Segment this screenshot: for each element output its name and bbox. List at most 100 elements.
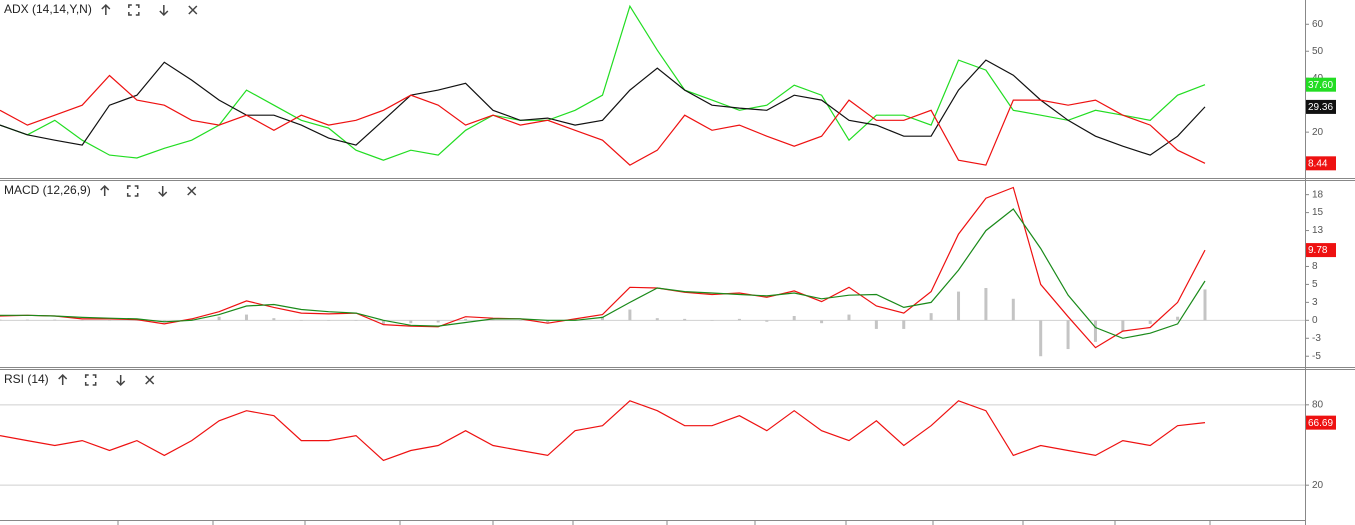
expand-icon[interactable] xyxy=(84,374,97,386)
histogram-bar xyxy=(80,320,84,321)
panel-title: MACD (12,26,9) xyxy=(4,183,91,197)
histogram-bar xyxy=(902,320,906,329)
y-tick-label: -5 xyxy=(1312,351,1321,362)
histogram-bar xyxy=(327,320,331,321)
histogram-bar xyxy=(1066,320,1070,350)
histogram-bar xyxy=(53,319,57,321)
y-tick-label: 50 xyxy=(1312,46,1324,57)
histogram-bar xyxy=(710,320,714,321)
histogram-bar xyxy=(464,318,468,321)
histogram-bar xyxy=(601,316,604,321)
y-tick-label: 18 xyxy=(1312,189,1324,200)
move-down-icon[interactable] xyxy=(158,186,168,198)
y-tick-label: 5 xyxy=(1312,279,1318,290)
y-tick-label: 15 xyxy=(1312,207,1324,218)
y-tick-label: 13 xyxy=(1312,225,1324,236)
last-value-bg xyxy=(1306,99,1336,114)
histogram-bar xyxy=(491,319,495,321)
last-value-box: 9.78 xyxy=(1306,243,1336,258)
histogram-bar xyxy=(409,320,413,324)
histogram-bar xyxy=(628,309,632,321)
histogram-bar xyxy=(683,318,687,321)
y-tick-label: -3 xyxy=(1312,333,1321,344)
histogram-bar xyxy=(655,318,659,321)
histogram-bar xyxy=(546,320,550,323)
histogram-bar xyxy=(381,320,385,325)
series-line xyxy=(0,186,1206,349)
y-tick-label: 60 xyxy=(1312,19,1324,30)
x-axis-ticks xyxy=(117,520,1211,525)
histogram-bar xyxy=(190,318,194,321)
histogram-bar xyxy=(0,319,2,321)
last-value-label: 66.69 xyxy=(1308,418,1333,429)
histogram-bar xyxy=(354,320,358,321)
y-tick-label: 80 xyxy=(1312,399,1324,410)
histogram-bar xyxy=(1121,320,1125,332)
move-down-icon[interactable] xyxy=(116,375,126,387)
y-tick-label: 8 xyxy=(1312,261,1318,272)
last-value-label: 9.78 xyxy=(1308,245,1328,256)
last-value-bg xyxy=(1306,243,1336,258)
histogram-bar xyxy=(1011,298,1015,321)
histogram-bar xyxy=(957,291,961,321)
histogram-bar xyxy=(573,318,577,321)
series-line xyxy=(0,74,1206,166)
panel-controls xyxy=(58,373,155,387)
histogram-bar xyxy=(1203,289,1207,321)
histogram-bar xyxy=(518,320,522,321)
close-icon[interactable] xyxy=(145,375,155,385)
series-line xyxy=(0,400,1206,462)
series-line xyxy=(0,208,1206,339)
last-value-bg xyxy=(1306,415,1336,430)
last-value-box: 37.60 xyxy=(1306,77,1336,92)
y-tick-label: 20 xyxy=(1312,480,1324,491)
histogram-bar xyxy=(737,318,741,321)
histogram-bar xyxy=(792,316,796,321)
histogram-bar xyxy=(299,320,303,321)
move-up-icon[interactable] xyxy=(58,373,68,385)
y-tick-label: 3 xyxy=(1312,297,1318,308)
panel-title: RSI (14) xyxy=(4,372,49,386)
panel-controls xyxy=(100,184,197,198)
y-tick-label: 20 xyxy=(1312,127,1324,138)
expand-icon[interactable] xyxy=(126,185,139,197)
last-value-label: 8.44 xyxy=(1308,158,1328,169)
last-value-bg xyxy=(1306,156,1336,171)
histogram-bar xyxy=(984,288,988,321)
histogram-bar xyxy=(1176,316,1180,321)
histogram-bar xyxy=(765,320,769,322)
move-down-icon[interactable] xyxy=(159,5,169,17)
histogram-bar xyxy=(820,320,824,324)
last-value-box: 29.36 xyxy=(1306,99,1336,114)
last-value-bg xyxy=(1306,77,1336,92)
close-icon[interactable] xyxy=(188,5,198,15)
series-line xyxy=(0,59,1206,156)
last-value-label: 37.60 xyxy=(1308,80,1333,91)
histogram-bar xyxy=(108,320,112,321)
histogram-bar xyxy=(874,320,878,329)
histogram-bar xyxy=(847,314,851,321)
histogram-bar xyxy=(1093,320,1097,342)
close-icon[interactable] xyxy=(187,186,197,196)
series-line xyxy=(0,4,1206,161)
histogram-bar xyxy=(272,318,276,321)
histogram-bar xyxy=(436,320,440,323)
last-value-box: 8.44 xyxy=(1306,156,1336,171)
histogram-bar xyxy=(25,319,29,321)
panel-title: ADX (14,14,Y,N) xyxy=(4,2,92,16)
last-value-label: 29.36 xyxy=(1308,102,1333,113)
expand-icon[interactable] xyxy=(128,4,140,16)
move-up-icon[interactable] xyxy=(100,184,110,196)
histogram-bar xyxy=(244,314,248,321)
histogram-bar xyxy=(1148,320,1152,324)
panel-controls xyxy=(101,3,198,17)
histogram-bar xyxy=(135,320,139,321)
last-value-box: 66.69 xyxy=(1306,415,1336,430)
histogram-bar xyxy=(929,313,933,321)
histogram-bar xyxy=(217,316,221,321)
move-up-icon[interactable] xyxy=(101,3,111,15)
y-tick-label: 0 xyxy=(1312,315,1318,326)
